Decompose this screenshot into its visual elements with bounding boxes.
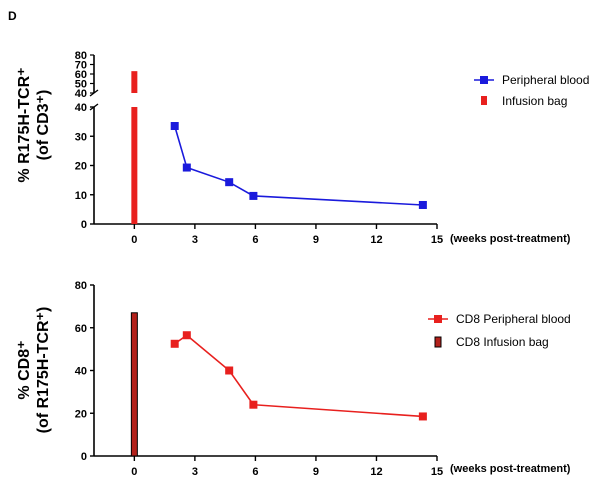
chart2-y-label-line2: (of R175H-TCR⁺) (35, 307, 52, 434)
chart1-marks (131, 71, 427, 224)
chart2-point-peripheral-blood (249, 400, 258, 409)
legend-label: CD8 Peripheral blood (456, 312, 571, 326)
chart2-x-axis-label: (weeks post-treatment) (450, 463, 571, 475)
panel-label: D (8, 9, 17, 23)
chart2-point-peripheral-blood (182, 331, 191, 340)
chart1-point-peripheral-blood (225, 178, 234, 187)
chart1-y-tick-label: 20 (75, 161, 87, 173)
legend-label: Peripheral blood (502, 73, 589, 87)
chart2-y-tick-label: 80 (75, 280, 87, 292)
chart1-x-tick-label: 0 (131, 234, 137, 246)
chart2-line-peripheral-blood (174, 334, 423, 418)
legend-label: Infusion bag (502, 94, 567, 108)
chart2-point-peripheral-blood (225, 366, 234, 375)
chart2-y-tick-label: 20 (75, 408, 87, 420)
chart1-y-tick-label: 50 (75, 79, 87, 91)
chart2-point-peripheral-blood (170, 339, 179, 348)
chart1-bar-infusion-lower (131, 107, 138, 224)
chart1-x-ticks: 0 3 6 9 12 15 (131, 224, 443, 246)
chart2-y-axis-label: % CD8⁺ (of R175H-TCR⁺) (16, 307, 52, 434)
chart1-point-peripheral-blood (182, 163, 191, 172)
chart2-legend: CD8 Peripheral blood CD8 Infusion bag (428, 312, 571, 349)
chart1-y-tick-label: 10 (75, 190, 87, 202)
chart1-legend: Peripheral blood Infusion bag (474, 73, 589, 108)
chart1-point-peripheral-blood (249, 191, 258, 200)
chart2-point-peripheral-blood (418, 412, 427, 421)
chart1-y-label-line2: (of CD3⁺) (35, 90, 52, 161)
chart1-x-tick-label: 6 (252, 234, 258, 246)
chart2-x-tick-label: 3 (192, 466, 198, 478)
chart2-y-tick-label: 40 (75, 366, 87, 378)
chart1-x-tick-label: 3 (192, 234, 198, 246)
chart1-y-tick-label: 40 (75, 88, 87, 100)
legend-marker-swatch (434, 315, 442, 323)
chart1-y-tick-label: 60 (75, 69, 87, 81)
chart1-x-axis-label: (weeks post-treatment) (450, 233, 571, 245)
chart1-x-tick-label: 9 (313, 234, 319, 246)
chart1-axes (89, 55, 437, 225)
chart1-y-tick-label: 70 (75, 60, 87, 72)
legend-marker-swatch (480, 76, 488, 84)
chart2-x-tick-label: 0 (131, 466, 137, 478)
chart1-point-peripheral-blood (170, 122, 179, 131)
chart1-x-tick-label: 12 (370, 234, 382, 246)
chart1-point-peripheral-blood (418, 200, 427, 209)
chart2-x-tick-label: 9 (313, 466, 319, 478)
chart2-y-ticks: 0 20 40 60 80 (75, 280, 94, 463)
chart1-y-tick-label: 40 (75, 102, 87, 114)
chart1-y-axis-label: % R175H-TCR⁺ (of CD3⁺) (16, 67, 52, 182)
chart2-x-tick-label: 6 (252, 466, 258, 478)
chart2-y-tick-label: 60 (75, 323, 87, 335)
chart1-y-tick-label: 80 (75, 50, 87, 62)
chart1-y-tick-label: 30 (75, 131, 87, 143)
chart1-bar-infusion-upper (131, 71, 138, 93)
chart1-y-tick-label: 0 (81, 219, 87, 231)
chart2-y-tick-label: 0 (81, 451, 87, 463)
chart2-x-ticks: 0 3 6 9 12 15 (131, 456, 443, 478)
chart1-y-label-line1: % R175H-TCR⁺ (16, 67, 33, 182)
chart2-y-label-line1: % CD8⁺ (16, 340, 33, 399)
legend-label: CD8 Infusion bag (456, 335, 549, 349)
chart1-line-peripheral-blood (173, 125, 423, 206)
chart-cd8-fraction: 0 20 40 60 80 0 3 6 9 12 15 (weeks post-treatment… (16, 280, 571, 478)
chart1-x-tick-label: 15 (431, 234, 443, 246)
legend-bar-swatch (434, 336, 442, 348)
chart2-x-tick-label: 15 (431, 466, 443, 478)
chart2-bar-infusion (130, 312, 138, 457)
chart2-x-tick-label: 12 (370, 466, 382, 478)
chart2-axes (93, 285, 437, 457)
chart2-marks (130, 312, 427, 457)
legend-bar-swatch (481, 96, 487, 105)
